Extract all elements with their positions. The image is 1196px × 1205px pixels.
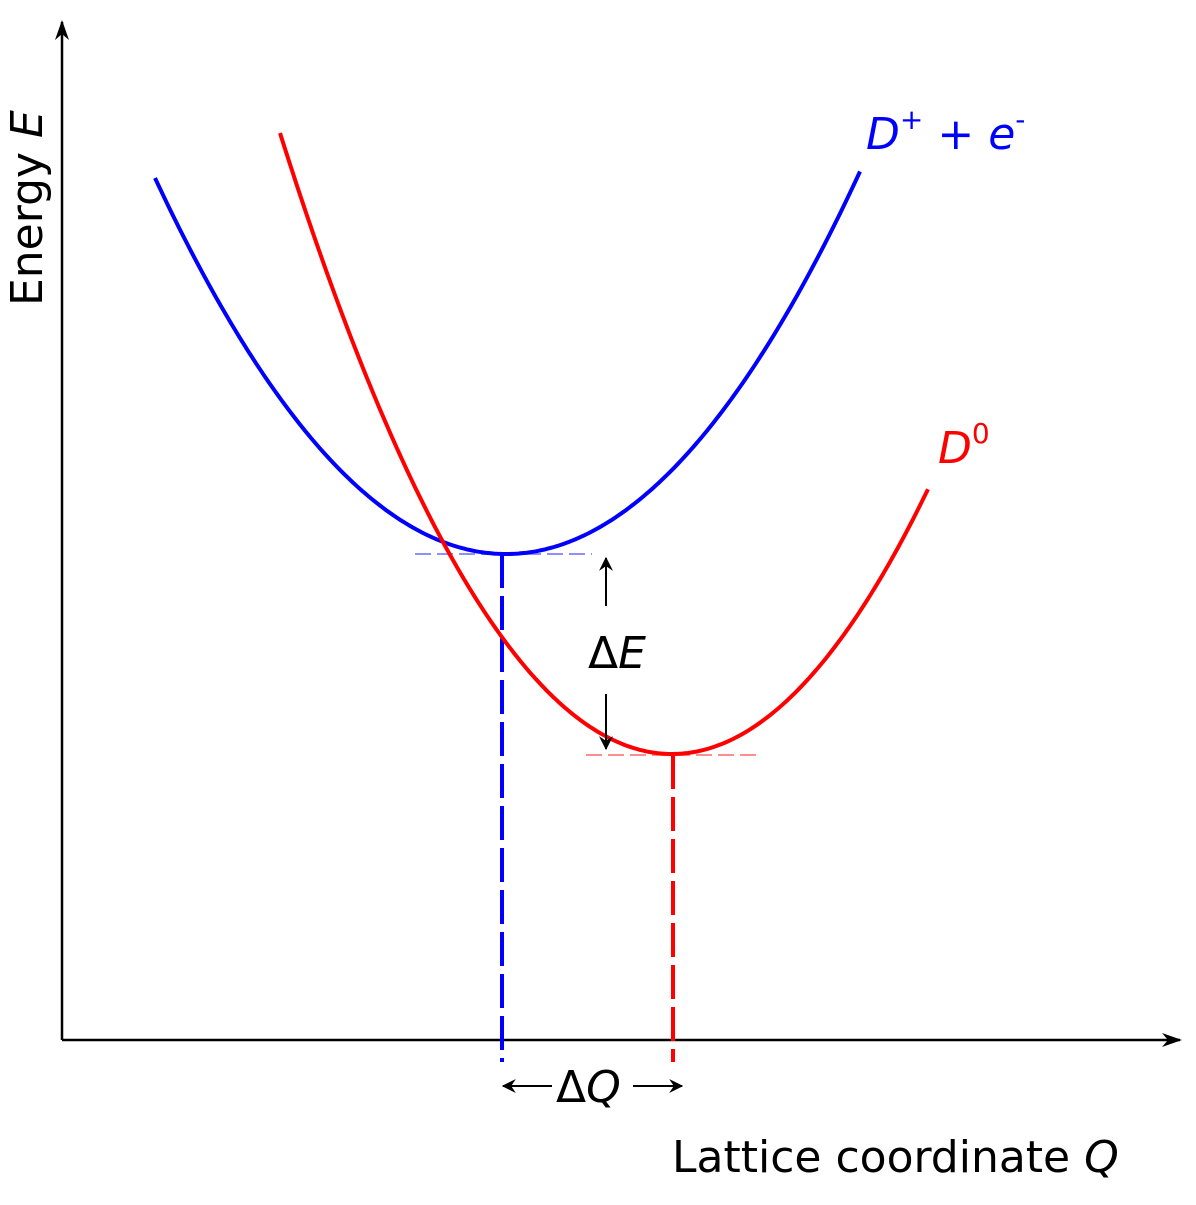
neutral-curve-label: D0 <box>938 417 990 474</box>
x-axis-label: Lattice coordinate Q <box>672 1132 1119 1183</box>
ionized-state-curve <box>153 170 862 556</box>
neutral-state-curve <box>278 132 930 756</box>
ionized-curve-label: D+ + e- <box>866 103 1025 160</box>
y-axis-label: Energy E <box>2 110 53 306</box>
delta-q-label: ΔQ <box>556 1062 621 1113</box>
delta-e-label: ΔE <box>588 628 646 679</box>
